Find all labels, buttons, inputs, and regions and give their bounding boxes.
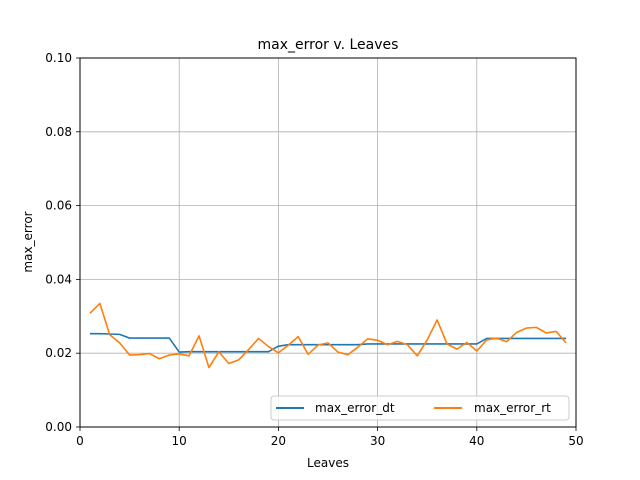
y-tick-label: 0.00 bbox=[45, 420, 72, 434]
y-tick-label: 0.10 bbox=[45, 51, 72, 65]
grid bbox=[79, 57, 577, 428]
x-tick-label: 40 bbox=[469, 434, 484, 448]
series-line-max-error-dt bbox=[89, 332, 567, 353]
legend: max_error_dt max_error_rt bbox=[270, 395, 570, 421]
y-tick-label: 0.02 bbox=[45, 346, 72, 360]
x-tick-label: 20 bbox=[271, 434, 286, 448]
x-tick-label: 10 bbox=[172, 434, 187, 448]
y-tick-label: 0.08 bbox=[45, 125, 72, 139]
legend-label-max-error-dt: max_error_dt bbox=[315, 401, 395, 415]
y-tick-label: 0.06 bbox=[45, 199, 72, 213]
legend-box bbox=[270, 395, 570, 421]
chart-title: max_error v. Leaves bbox=[258, 37, 399, 53]
x-axis-label: Leaves bbox=[307, 456, 349, 470]
x-tick-label: 30 bbox=[370, 434, 385, 448]
y-axis-label: max_error bbox=[21, 211, 35, 272]
x-tick-label: 50 bbox=[568, 434, 583, 448]
plot-frame bbox=[79, 57, 577, 428]
legend-label-max-error-rt: max_error_rt bbox=[474, 401, 551, 415]
series-lines bbox=[89, 302, 567, 369]
x-tick-label: 0 bbox=[76, 434, 84, 448]
axis-ticks: 0 10 20 30 40 50 0.00 0.02 0.04 0.06 0.08 0.10 bbox=[45, 51, 583, 448]
series-line-max-error-rt bbox=[89, 302, 567, 369]
y-tick-label: 0.04 bbox=[45, 272, 72, 286]
